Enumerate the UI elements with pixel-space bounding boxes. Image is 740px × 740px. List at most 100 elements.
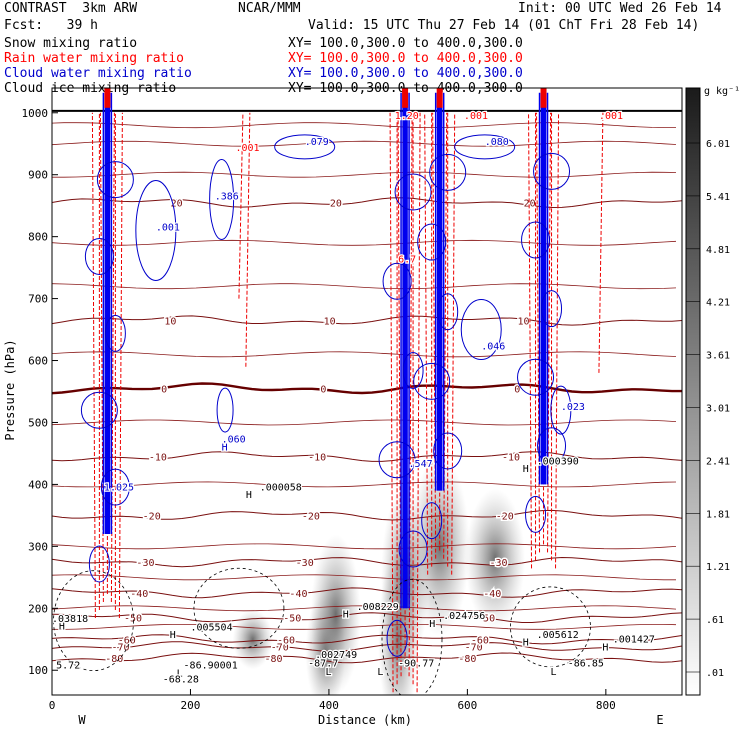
cloud-water-contour	[382, 262, 412, 300]
isotherm-label: -60	[277, 635, 295, 646]
isotherm-label: -60	[118, 635, 136, 646]
colorbar-tick-label: 2.41	[706, 456, 730, 467]
cloud-water-contour	[537, 427, 567, 465]
extremum-label: H	[523, 464, 529, 475]
cloud-water-contour	[541, 290, 563, 328]
isotherm-label: 10	[324, 316, 336, 327]
cloud-water-contour	[96, 161, 134, 199]
x-tick-label: 800	[596, 699, 616, 712]
rain-contour	[238, 112, 244, 299]
y-tick-label: 200	[28, 602, 48, 615]
field-label-rain: Rain water mixing ratio	[4, 51, 185, 66]
cloud-water-contour	[378, 441, 416, 479]
isotherm-label: -30	[136, 558, 154, 569]
x-tick-label: 200	[181, 699, 201, 712]
isotherm-minor	[52, 171, 677, 178]
extremum-label: -90.77	[398, 659, 434, 670]
rain-contour	[528, 112, 533, 569]
isotherm-minor	[52, 140, 677, 147]
cloud-water-contour	[100, 468, 130, 506]
isotherm-label: 20	[171, 199, 183, 210]
extremum-label: 1.20	[395, 111, 419, 122]
rain-contour	[118, 112, 123, 618]
isotherm-minor	[52, 283, 677, 290]
extremum-label: .024756	[443, 611, 485, 622]
extremum-label: H	[170, 630, 176, 641]
isotherm-label: -80	[458, 654, 476, 665]
isotherm-label: 0	[161, 384, 167, 395]
cloud-water-contour	[454, 134, 516, 160]
cloud-water-contour	[437, 293, 459, 331]
isotherm-label: -70	[112, 643, 130, 654]
isotherm-label: -20	[302, 511, 320, 522]
snow-shading	[310, 534, 361, 695]
forecast-hour: Fcst: 39 h	[4, 18, 98, 33]
cloud-water-contour	[209, 158, 235, 240]
y-tick-label: 300	[28, 540, 48, 553]
cloud-water-contour	[274, 134, 336, 160]
valid-time: Valid: 15 UTC Thu 27 Feb 14 (01 ChT Fri …	[308, 18, 700, 33]
extremum-label: .001427	[613, 634, 655, 645]
y-tick-label: 700	[28, 293, 48, 306]
east-label: E	[656, 713, 663, 727]
isotherm-minor	[52, 543, 677, 550]
extremum-label: .000058	[260, 483, 302, 494]
isotherm-20	[52, 197, 682, 209]
isotherm-label: -80	[265, 654, 283, 665]
isotherm-minus30	[52, 556, 682, 568]
cloud-water-contour	[135, 179, 177, 281]
colorbar-tick-label: 5.41	[706, 192, 730, 203]
cloud-water-contour	[402, 352, 424, 390]
isotherm-label: -70	[465, 643, 483, 654]
rain-core	[104, 88, 111, 108]
field-label-snow: Snow mixing ratio	[4, 36, 138, 51]
y-tick-label: 600	[28, 355, 48, 368]
extremum-label: -86.85	[568, 659, 604, 670]
isotherm-label: -30	[296, 558, 314, 569]
cloud-water-contour	[80, 391, 118, 429]
rain-contour	[555, 112, 560, 569]
isotherm-10	[52, 315, 682, 326]
field-xy-snow: XY= 100.0,300.0 to 400.0,300.0	[288, 36, 523, 51]
isotherm-label: -40	[130, 589, 148, 600]
cloud-water-contour	[460, 299, 502, 361]
rain-core	[402, 88, 409, 108]
field-xy-rain: XY= 100.0,300.0 to 400.0,300.0	[288, 51, 523, 66]
isotherm-label: 0	[514, 384, 520, 395]
isotherm-minor	[52, 239, 677, 246]
isotherm-label: 20	[330, 199, 342, 210]
isotherm-label: 10	[164, 316, 176, 327]
cloud-water-contour	[533, 152, 571, 190]
rain-core	[436, 88, 443, 108]
colorbar-tick-label: 1.21	[706, 562, 730, 573]
extremum-label: H	[429, 619, 435, 630]
extremum-label: .005612	[537, 630, 579, 641]
isotherm-minor	[52, 624, 677, 630]
extremum-label: -87.7	[308, 659, 338, 670]
center-label: NCAR/MMM	[238, 1, 301, 16]
isotherm-label: -10	[149, 453, 167, 464]
extremum-label: .080	[485, 137, 509, 148]
y-tick-label: 900	[28, 169, 48, 182]
isotherm-label: -20	[143, 511, 161, 522]
isotherm-minus60	[52, 634, 682, 645]
colorbar-tick-label: 4.81	[706, 245, 730, 256]
extremum-label: .03818	[52, 614, 88, 625]
extremum-label: H	[602, 642, 608, 653]
extremum-label: .001	[235, 143, 259, 154]
colorbar-tick-label: 4.21	[706, 298, 730, 309]
isotherm-label: 0	[320, 384, 326, 395]
cloud-water-contour	[88, 545, 110, 583]
isotherm-label: -10	[308, 453, 326, 464]
extremum-label: H	[343, 610, 349, 621]
cloud-water-contour	[521, 221, 551, 259]
isotherm-minor	[52, 351, 677, 358]
isotherm-minor	[52, 605, 677, 612]
extremum-label: H	[222, 442, 228, 453]
isotherm-minus80	[52, 652, 682, 664]
colorbar-tick-label: 6.01	[706, 139, 730, 150]
isotherm-minus50	[52, 612, 682, 623]
extremum-label: .000390	[537, 457, 579, 468]
isotherm-label: -50	[477, 614, 495, 625]
